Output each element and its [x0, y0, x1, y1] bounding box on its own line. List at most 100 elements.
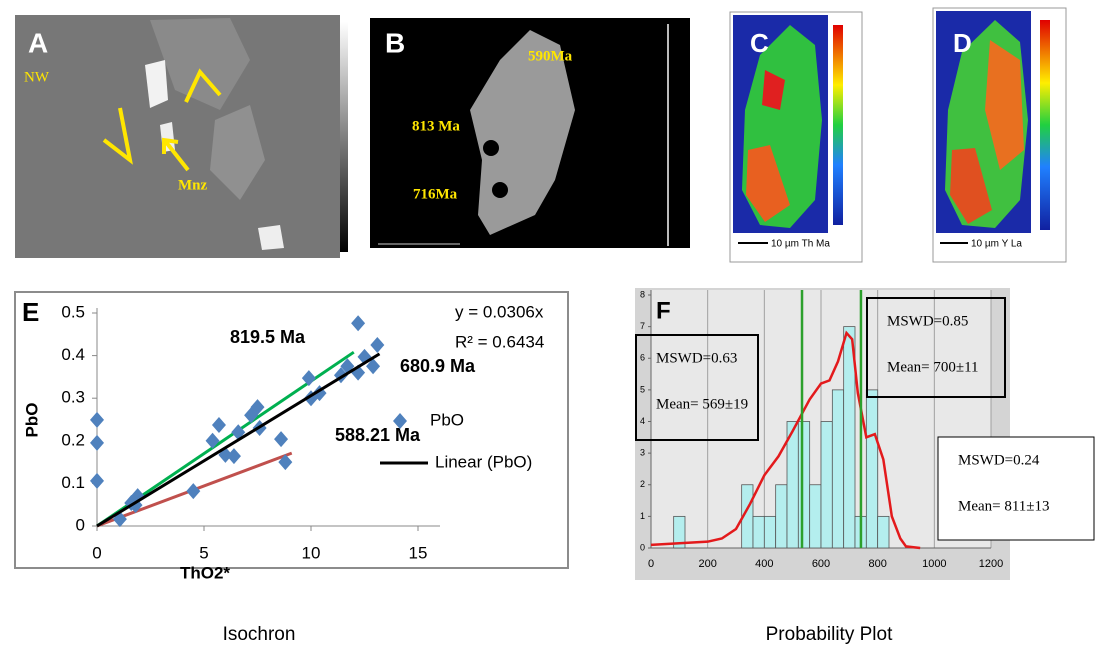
x-tick-label: 15: [409, 543, 428, 562]
x-tick-label: 400: [755, 558, 773, 570]
x-tick-label: 5: [199, 543, 208, 562]
stats-box: [866, 297, 1006, 398]
arrow: [162, 137, 179, 154]
data-point: [274, 431, 289, 448]
stats-text: Mean= 700±11: [887, 359, 979, 375]
caption: Isochron: [223, 624, 296, 645]
data-point: [90, 434, 104, 451]
bright-grain: [145, 60, 168, 108]
arrow: [164, 140, 190, 172]
data-point: [90, 411, 104, 428]
histogram-bar: [843, 326, 856, 549]
annotation: Mnz: [178, 177, 208, 193]
trend-label: 588.21 Ma: [335, 425, 421, 445]
hot-zone: [762, 70, 785, 110]
stats-text: Mean= 811±13: [958, 498, 1050, 514]
data-point: [278, 454, 293, 471]
hot-zone: [950, 148, 992, 224]
y-tick-label: 1: [640, 511, 645, 521]
x-tick-label: 0: [648, 558, 654, 570]
histogram-bar: [809, 484, 822, 549]
histogram-bar: [797, 421, 811, 549]
panel-label: B: [385, 27, 405, 58]
stats-box: [635, 334, 759, 441]
stats-text: Mean= 569±19: [656, 396, 748, 412]
panel-d: D 10 µm Y La: [932, 7, 1067, 263]
scale-label: 10 µm Y La: [971, 239, 1022, 250]
grain: [150, 18, 250, 110]
y-tick-label: 0.3: [61, 388, 85, 407]
x-tick-label: 1200: [979, 558, 1003, 570]
fit-label: 680.9 Ma: [400, 356, 476, 376]
equation: R² = 0.6434: [455, 332, 544, 351]
histogram-bar: [831, 389, 845, 549]
arrow: [184, 68, 222, 103]
annotation: 590Ma: [528, 48, 573, 64]
y-tick-label: 7: [640, 321, 645, 331]
data-point: [205, 432, 220, 449]
histogram-bar: [763, 515, 777, 549]
bright-grain: [258, 225, 284, 250]
x-tick-label: 200: [698, 558, 716, 570]
colorbar: [1040, 20, 1050, 230]
hot-zone: [985, 40, 1024, 170]
panel-label: A: [28, 27, 48, 58]
grain: [210, 105, 265, 200]
panel-label: D: [953, 28, 972, 58]
y-tick-label: 2: [640, 479, 645, 489]
panel-a: A NW Mnz: [15, 15, 348, 258]
y-tick-label: 0: [76, 515, 85, 534]
histogram-bar: [752, 515, 765, 549]
panel-label: E: [22, 297, 39, 327]
histogram-bar: [775, 484, 788, 549]
panel-c: C 10 µm Th Ma: [729, 11, 863, 263]
data-point: [226, 448, 241, 465]
data-point: [250, 399, 265, 416]
hot-zone: [746, 145, 790, 222]
y-tick-label: 3: [640, 448, 645, 458]
y-tick-label: 6: [640, 353, 645, 363]
arrow: [102, 107, 133, 165]
panel-label: C: [750, 28, 769, 58]
data-point: [366, 358, 381, 375]
y-tick-label: 8: [640, 289, 645, 299]
y-tick-label: 4: [640, 416, 645, 426]
data-point: [301, 370, 316, 387]
colorbar: [833, 25, 843, 225]
panel-label: F: [656, 297, 671, 324]
histogram-bar: [673, 515, 686, 549]
x-tick-label: 600: [812, 558, 830, 570]
y-tick-label: 0.4: [61, 345, 85, 364]
x-axis-title: ThO2*: [180, 563, 230, 582]
stats-text: MSWD=0.24: [958, 452, 1040, 468]
panel-b: B 590Ma 813 Ma 716Ma: [370, 18, 690, 248]
data-point: [370, 336, 385, 353]
y-tick-label: 0: [640, 542, 645, 552]
trend-label: 819.5 Ma: [230, 327, 306, 347]
stats-box: [937, 436, 1095, 541]
x-tick-label: 0: [92, 543, 101, 562]
histogram-bar: [865, 389, 879, 549]
y-tick-label: 0.1: [61, 473, 85, 492]
histogram-bar: [877, 515, 890, 549]
x-tick-label: 1000: [922, 558, 946, 570]
legend-label: Linear (PbO): [435, 452, 532, 471]
y-tick-label: 0.2: [61, 430, 85, 449]
annotation: 813 Ma: [412, 118, 460, 134]
spot: [492, 182, 508, 198]
fit-line: [96, 352, 381, 528]
data-point: [351, 315, 366, 332]
data-point: [186, 483, 201, 500]
spot: [483, 140, 499, 156]
caption: Probability Plot: [766, 624, 893, 645]
legend-marker: [393, 413, 407, 429]
stats-text: MSWD=0.63: [656, 350, 737, 366]
spot: [673, 210, 689, 226]
histogram-bar: [820, 421, 833, 549]
colorbar: [340, 22, 348, 252]
data-point: [211, 417, 226, 434]
legend-label: PbO: [430, 410, 464, 429]
annotation: NW: [24, 69, 50, 85]
